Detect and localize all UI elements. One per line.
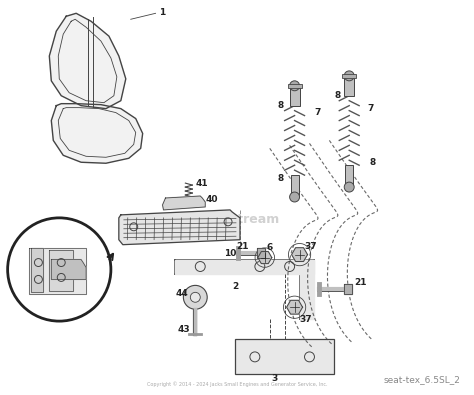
Bar — [235, 339, 334, 374]
Circle shape — [344, 71, 354, 81]
Circle shape — [290, 81, 300, 91]
Polygon shape — [49, 13, 126, 109]
Text: 8: 8 — [278, 101, 284, 110]
Circle shape — [191, 292, 200, 302]
Text: 37: 37 — [300, 315, 312, 324]
Bar — [290, 88, 300, 105]
Text: 2: 2 — [232, 282, 238, 291]
Circle shape — [183, 285, 207, 309]
Bar — [288, 84, 301, 88]
Text: 8: 8 — [278, 174, 284, 182]
Text: 41: 41 — [195, 179, 208, 188]
Text: 44: 44 — [175, 289, 188, 298]
Polygon shape — [29, 248, 86, 294]
Text: 7: 7 — [314, 108, 321, 117]
Circle shape — [290, 192, 300, 202]
Text: 21: 21 — [354, 278, 367, 287]
Bar — [291, 175, 299, 195]
Text: 6: 6 — [267, 243, 273, 252]
Text: 3: 3 — [272, 374, 278, 383]
Text: 8: 8 — [334, 91, 340, 100]
Polygon shape — [257, 248, 265, 258]
Text: 10: 10 — [224, 249, 237, 258]
Bar — [345, 165, 353, 185]
Circle shape — [344, 182, 354, 192]
Bar — [342, 74, 356, 78]
Text: PartStream: PartStream — [200, 213, 280, 226]
Text: Copyright © 2014 - 2024 Jacks Small Engines and Generator Service, Inc.: Copyright © 2014 - 2024 Jacks Small Engi… — [147, 381, 327, 387]
Text: 7: 7 — [367, 104, 374, 113]
Polygon shape — [31, 248, 44, 292]
Bar — [344, 78, 354, 96]
Polygon shape — [51, 260, 86, 279]
Text: 43: 43 — [177, 325, 190, 333]
Text: 1: 1 — [159, 8, 165, 17]
Polygon shape — [163, 196, 205, 210]
Text: 40: 40 — [205, 196, 218, 205]
Polygon shape — [344, 284, 352, 294]
Circle shape — [8, 218, 111, 321]
Polygon shape — [175, 260, 314, 275]
Text: 8: 8 — [369, 158, 375, 167]
Text: seat-tex_6.5SL_2: seat-tex_6.5SL_2 — [383, 375, 460, 384]
Polygon shape — [119, 210, 240, 245]
Polygon shape — [300, 260, 314, 319]
Polygon shape — [287, 300, 302, 314]
Text: 21: 21 — [236, 242, 248, 251]
Polygon shape — [258, 252, 272, 263]
Polygon shape — [49, 250, 73, 292]
Polygon shape — [51, 103, 143, 163]
Text: 37: 37 — [304, 242, 317, 251]
Polygon shape — [292, 248, 308, 261]
